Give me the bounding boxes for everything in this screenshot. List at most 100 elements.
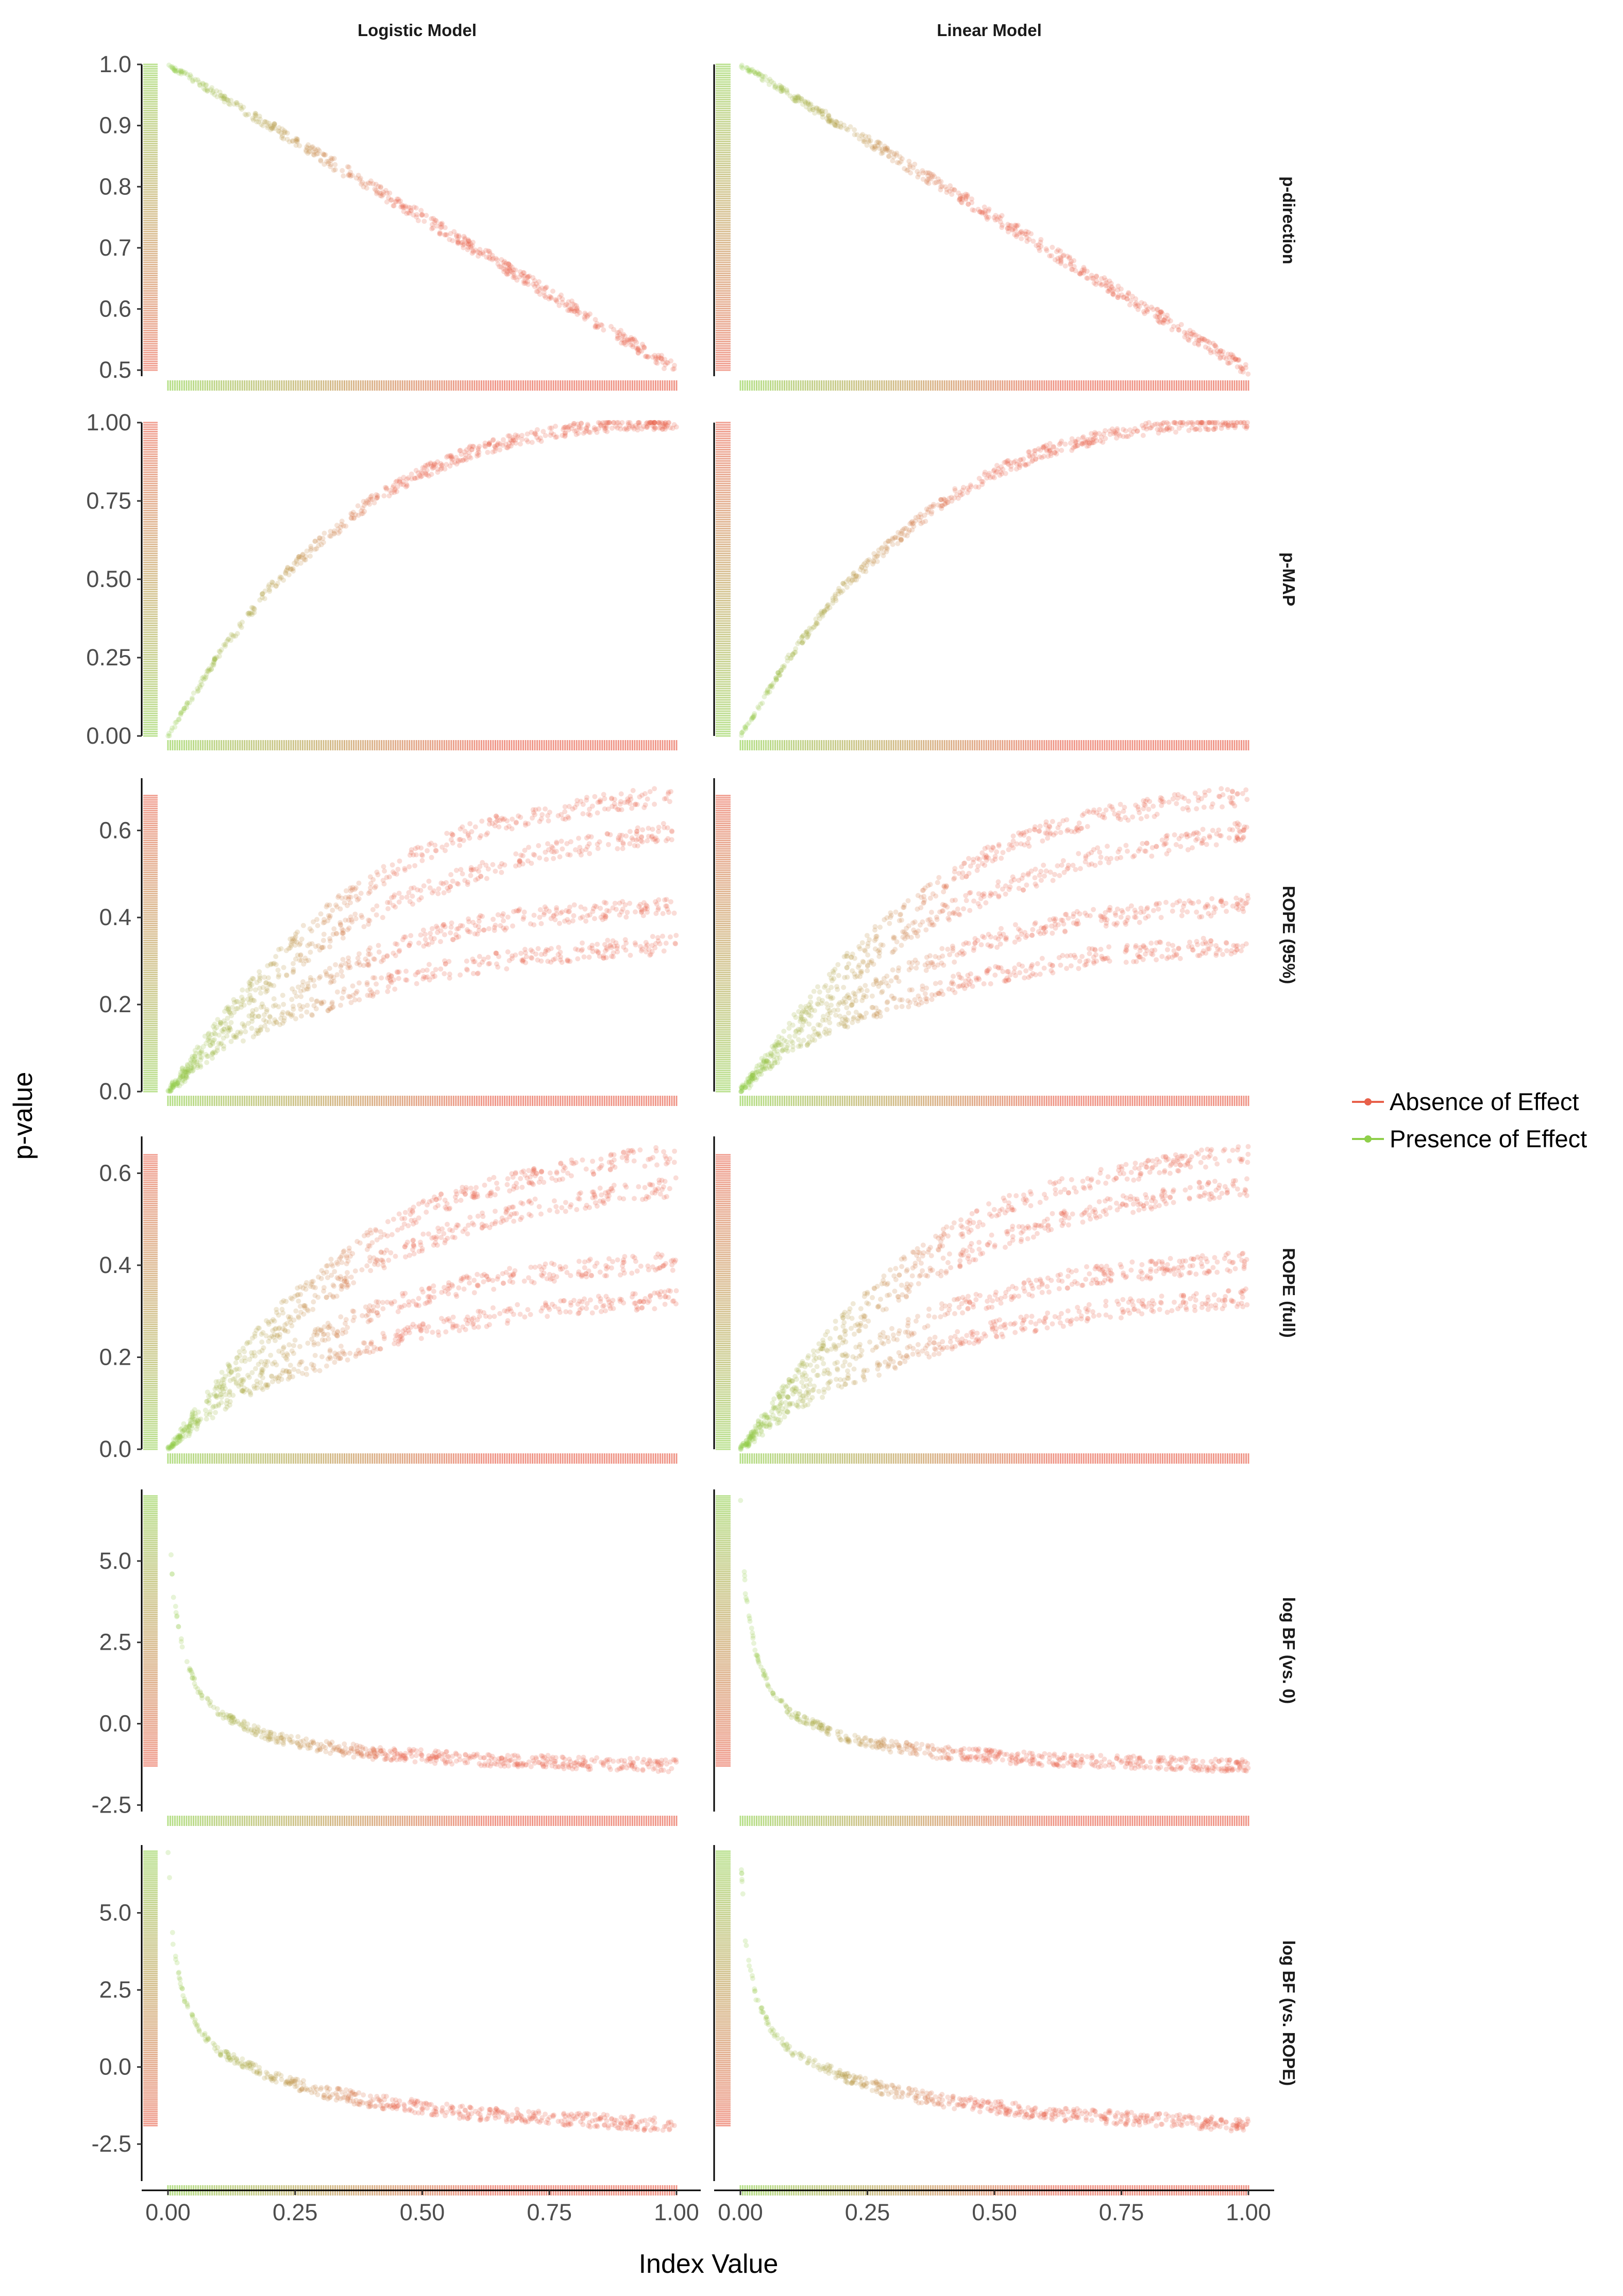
- data-point: [383, 484, 388, 490]
- data-point: [596, 426, 601, 431]
- data-point: [560, 846, 565, 852]
- data-point: [447, 237, 452, 242]
- data-point: [518, 950, 523, 956]
- data-point: [1140, 432, 1146, 438]
- data-point: [601, 953, 606, 959]
- data-point: [415, 845, 420, 850]
- data-point: [385, 988, 391, 994]
- data-point: [655, 935, 661, 941]
- data-point: [312, 539, 318, 544]
- data-point: [571, 913, 577, 918]
- data-point: [370, 181, 376, 187]
- data-point: [497, 264, 502, 270]
- data-point: [259, 592, 265, 597]
- data-point: [649, 943, 655, 948]
- data-point: [1027, 454, 1033, 460]
- data-point: [559, 812, 564, 817]
- data-point: [628, 952, 633, 958]
- data-point: [221, 1035, 226, 1041]
- data-point: [334, 904, 340, 910]
- data-point: [254, 980, 260, 985]
- data-point: [562, 918, 567, 924]
- data-point: [818, 611, 824, 616]
- data-point: [311, 1003, 317, 1009]
- data-point: [403, 968, 409, 974]
- data-point: [396, 899, 402, 905]
- data-point: [590, 909, 596, 914]
- data-point: [367, 874, 373, 880]
- data-point: [366, 962, 371, 967]
- data-point: [432, 843, 438, 848]
- data-point: [584, 835, 589, 841]
- data-point: [363, 181, 368, 187]
- data-point: [210, 1055, 215, 1061]
- data-point: [332, 167, 338, 173]
- data-point: [293, 956, 298, 962]
- data-point: [394, 969, 400, 975]
- data-point: [320, 151, 326, 157]
- data-point: [505, 261, 511, 267]
- data-point: [303, 149, 309, 154]
- data-point: [436, 886, 442, 892]
- data-point: [470, 248, 476, 254]
- data-point: [403, 484, 409, 490]
- data-point: [372, 186, 378, 192]
- data-point: [170, 65, 175, 71]
- data-point: [1240, 369, 1246, 375]
- data-point: [624, 427, 630, 432]
- data-point: [476, 445, 481, 451]
- data-point: [522, 950, 528, 956]
- data-point: [368, 885, 373, 891]
- data-point: [513, 952, 518, 958]
- data-point: [640, 913, 646, 918]
- data-point: [469, 250, 475, 256]
- data-point: [784, 87, 790, 93]
- data-point: [379, 975, 384, 981]
- data-point: [511, 271, 516, 276]
- data-point: [356, 173, 361, 178]
- data-point: [409, 208, 414, 213]
- data-point: [228, 638, 233, 643]
- data-point: [460, 923, 465, 929]
- data-point: [491, 256, 496, 261]
- data-point: [523, 960, 528, 965]
- data-point: [176, 68, 181, 73]
- data-point: [312, 146, 317, 152]
- data-point: [328, 157, 334, 163]
- data-point: [503, 925, 509, 931]
- data-point: [579, 421, 584, 426]
- data-point: [633, 909, 638, 915]
- data-point: [204, 1060, 210, 1065]
- data-point: [347, 965, 353, 970]
- data-point: [233, 999, 239, 1004]
- data-point: [281, 1001, 286, 1007]
- data-point: [1121, 294, 1127, 300]
- data-point: [920, 519, 925, 525]
- data-point: [465, 241, 471, 247]
- data-point: [273, 583, 279, 589]
- data-point: [765, 78, 770, 83]
- data-point: [234, 100, 240, 106]
- data-point: [374, 492, 379, 497]
- data-point: [659, 356, 665, 362]
- data-point: [487, 251, 493, 257]
- data-point: [321, 152, 327, 157]
- data-point: [643, 791, 648, 796]
- data-point: [214, 94, 220, 99]
- data-point: [615, 335, 621, 341]
- data-point: [219, 647, 224, 652]
- data-point: [520, 853, 526, 859]
- data-point: [660, 933, 665, 939]
- data-point: [173, 65, 178, 71]
- data-point: [326, 161, 331, 166]
- data-point: [529, 440, 535, 445]
- data-point: [464, 241, 469, 246]
- data-point: [401, 205, 406, 210]
- data-point: [429, 226, 434, 231]
- data-point: [450, 238, 455, 243]
- data-point: [938, 179, 944, 185]
- data-point: [569, 308, 574, 314]
- data-point: [673, 941, 679, 947]
- data-point: [455, 459, 461, 464]
- data-point: [1036, 245, 1042, 251]
